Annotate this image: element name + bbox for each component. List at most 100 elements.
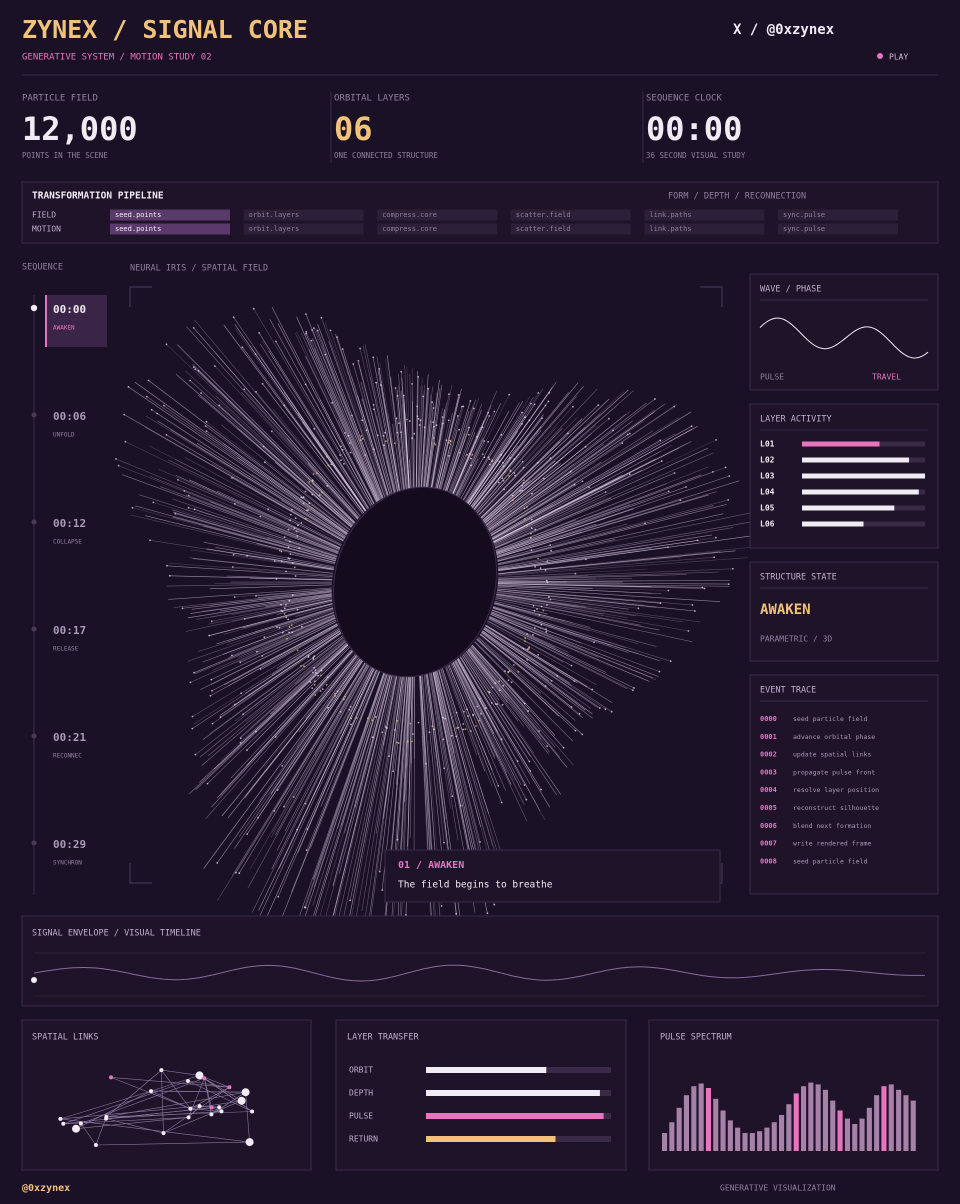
particle	[588, 486, 590, 488]
orbit-particle	[502, 704, 504, 706]
orbit-particle	[462, 723, 464, 725]
pipeline-step-label: seed.points	[115, 211, 161, 219]
particle	[644, 523, 646, 525]
link-node	[227, 1085, 231, 1089]
orbit-particle	[326, 456, 328, 458]
sequence-dot	[31, 305, 37, 311]
spectrum-bar	[713, 1099, 718, 1151]
spectrum-bar	[772, 1122, 777, 1151]
sequence-label: RELEASE	[53, 646, 79, 653]
orbit-particle	[412, 733, 414, 735]
orbit-particle	[513, 664, 515, 666]
orbit-particle	[434, 444, 436, 446]
spectrum-bar	[911, 1101, 916, 1151]
orbit-particle	[498, 482, 500, 484]
orbit-particle	[385, 440, 387, 442]
transfer-label: ORBIT	[349, 1066, 373, 1075]
orbit-particle	[340, 446, 342, 448]
particle	[255, 391, 257, 393]
particle	[372, 357, 374, 359]
particle	[290, 553, 292, 555]
particle	[500, 434, 502, 436]
particle	[267, 508, 269, 510]
particle	[674, 472, 676, 474]
play-button[interactable]: PLAY	[889, 53, 908, 62]
orbit-particle	[540, 567, 542, 569]
spatial-links-panel	[22, 1020, 311, 1170]
orbit-particle	[297, 650, 299, 652]
transfer-bar	[426, 1113, 604, 1119]
orbit-particle	[526, 633, 528, 635]
layer-activity-title: LAYER ACTIVITY	[760, 415, 832, 425]
particle	[264, 461, 266, 463]
spectrum-bar	[691, 1086, 696, 1151]
link-node	[250, 1110, 254, 1114]
orbit-particle	[436, 424, 438, 426]
orbit-particle	[305, 518, 307, 520]
particle	[570, 471, 572, 473]
particle	[148, 380, 150, 382]
spectrum-bar	[867, 1108, 872, 1151]
link-node	[202, 1076, 206, 1080]
particle	[659, 440, 661, 442]
orbit-particle	[340, 711, 342, 713]
orbit-particle	[394, 442, 396, 444]
orbit-particle	[538, 614, 540, 616]
structure-state: AWAKEN	[760, 602, 811, 618]
link-node	[217, 1105, 221, 1109]
particle	[582, 480, 584, 482]
spectrum-bar	[706, 1088, 711, 1151]
orbit-particle	[523, 482, 525, 484]
orbit-particle	[280, 604, 282, 606]
spectrum-bar	[830, 1101, 835, 1151]
particle	[470, 400, 472, 402]
orbit-particle	[413, 433, 415, 435]
particle	[659, 671, 661, 673]
orbit-particle	[326, 485, 328, 487]
link-node	[209, 1112, 213, 1116]
orbit-particle	[451, 735, 453, 737]
stat-value: 12,000	[22, 110, 138, 148]
orbit-particle	[385, 726, 387, 728]
spectrum-bar	[852, 1124, 857, 1151]
particle	[508, 394, 510, 396]
orbit-particle	[328, 465, 330, 467]
particle	[331, 402, 333, 404]
event-id: 0000	[760, 715, 777, 723]
event-text: resolve layer position	[793, 786, 879, 794]
particle	[275, 736, 277, 738]
stat-value: 06	[334, 110, 373, 148]
sequence-label: RECONNEC	[53, 753, 82, 760]
caption-panel	[385, 850, 720, 902]
orbit-particle	[303, 665, 305, 667]
orbit-particle	[482, 453, 484, 455]
particle	[166, 343, 168, 345]
orbit-particle	[489, 458, 491, 460]
particle	[517, 760, 519, 762]
particle	[487, 912, 489, 914]
particle	[575, 730, 577, 732]
orbit-particle	[303, 503, 305, 505]
orbit-particle	[469, 453, 471, 455]
orbit-particle	[301, 522, 303, 524]
transfer-bar	[426, 1136, 556, 1142]
sequence-dot	[32, 734, 37, 739]
particle	[211, 690, 213, 692]
event-text: write rendered frame	[793, 840, 871, 848]
particle	[166, 434, 168, 436]
particle	[352, 363, 354, 365]
orbit-particle	[406, 419, 408, 421]
orbit-particle	[334, 695, 336, 697]
sequence-time: 00:21	[53, 731, 86, 744]
layer-transfer-title: LAYER TRANSFER	[347, 1033, 420, 1043]
particle	[305, 331, 307, 333]
particle	[177, 479, 179, 481]
orbit-particle	[319, 494, 321, 496]
event-id: 0007	[760, 840, 777, 848]
orbit-particle	[449, 440, 451, 442]
particle	[591, 689, 593, 691]
orbit-particle	[489, 464, 491, 466]
orbit-particle	[322, 688, 324, 690]
spectrum-bar	[903, 1095, 908, 1151]
orbit-particle	[537, 558, 539, 560]
